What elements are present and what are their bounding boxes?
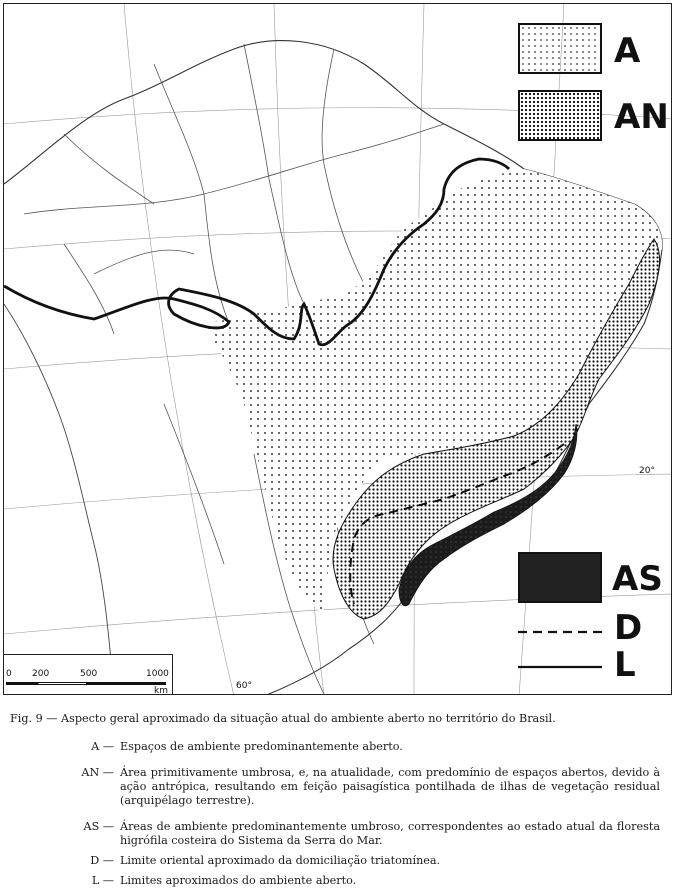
scale-unit: km (154, 686, 168, 695)
caption-text: Limites aproximados do ambiente aberto. (120, 874, 357, 887)
caption-text: Limite oriental aproximado da domiciliaç… (120, 854, 441, 867)
scale-line (6, 682, 166, 685)
scale-tick-1000: 1000 (146, 669, 169, 679)
caption-code: A — (91, 740, 114, 753)
caption-code: D — (90, 854, 114, 867)
scale-tick-0: 0 (6, 669, 12, 679)
legend-label-L: L (614, 645, 636, 685)
graticule-label-lon: 60° (236, 681, 252, 691)
caption-text: Espaços de ambiente predominantemente ab… (120, 740, 403, 753)
legend-label-AN: AN (614, 97, 669, 137)
legend-label-D: D (614, 608, 643, 648)
scale-tick-200: 200 (32, 669, 50, 679)
legend-line-D (518, 630, 602, 634)
caption-title: Fig. 9 — Aspecto geral aproximado da sit… (10, 712, 556, 725)
region-A (204, 169, 663, 614)
caption-code: AS — (83, 820, 115, 833)
caption-text: Áreas de ambiente predominantemente umbr… (120, 820, 660, 847)
limit-D (349, 443, 565, 605)
caption-item-A: A — Espaços de ambiente predominantement… (0, 740, 660, 754)
limit-L (4, 157, 510, 347)
legend-label-AS: AS (612, 559, 663, 599)
map-frame: A AN AS D L 0 200 500 1000 km 20° 60° (3, 3, 672, 695)
caption-text: Área primitivamente umbrosa, e, na atual… (120, 766, 660, 807)
scale-bar: 0 200 500 1000 km (4, 654, 173, 695)
caption-item-AN: AN — Área primitivamente umbrosa, e, na … (0, 766, 660, 808)
legend-swatch-A (518, 23, 602, 74)
caption-item-D: D — Limite oriental aproximado da domici… (0, 854, 660, 868)
region-AN (332, 238, 660, 620)
legend-line-L (518, 665, 602, 669)
map (4, 4, 671, 694)
caption-item-AS: AS — Áreas de ambiente predominantemente… (0, 820, 661, 848)
caption-code: L — (91, 874, 114, 887)
legend-label-A: A (614, 31, 641, 71)
caption-item-L: L — Limites aproximados do ambiente aber… (0, 874, 660, 888)
legend-swatch-AN (518, 90, 602, 141)
caption-code: AN — (81, 766, 114, 779)
west-coast (4, 303, 115, 694)
scale-tick-500: 500 (80, 669, 98, 679)
legend-swatch-AS (518, 552, 602, 603)
region-AS (398, 423, 578, 607)
graticule-label-lat: 20° (639, 466, 655, 476)
